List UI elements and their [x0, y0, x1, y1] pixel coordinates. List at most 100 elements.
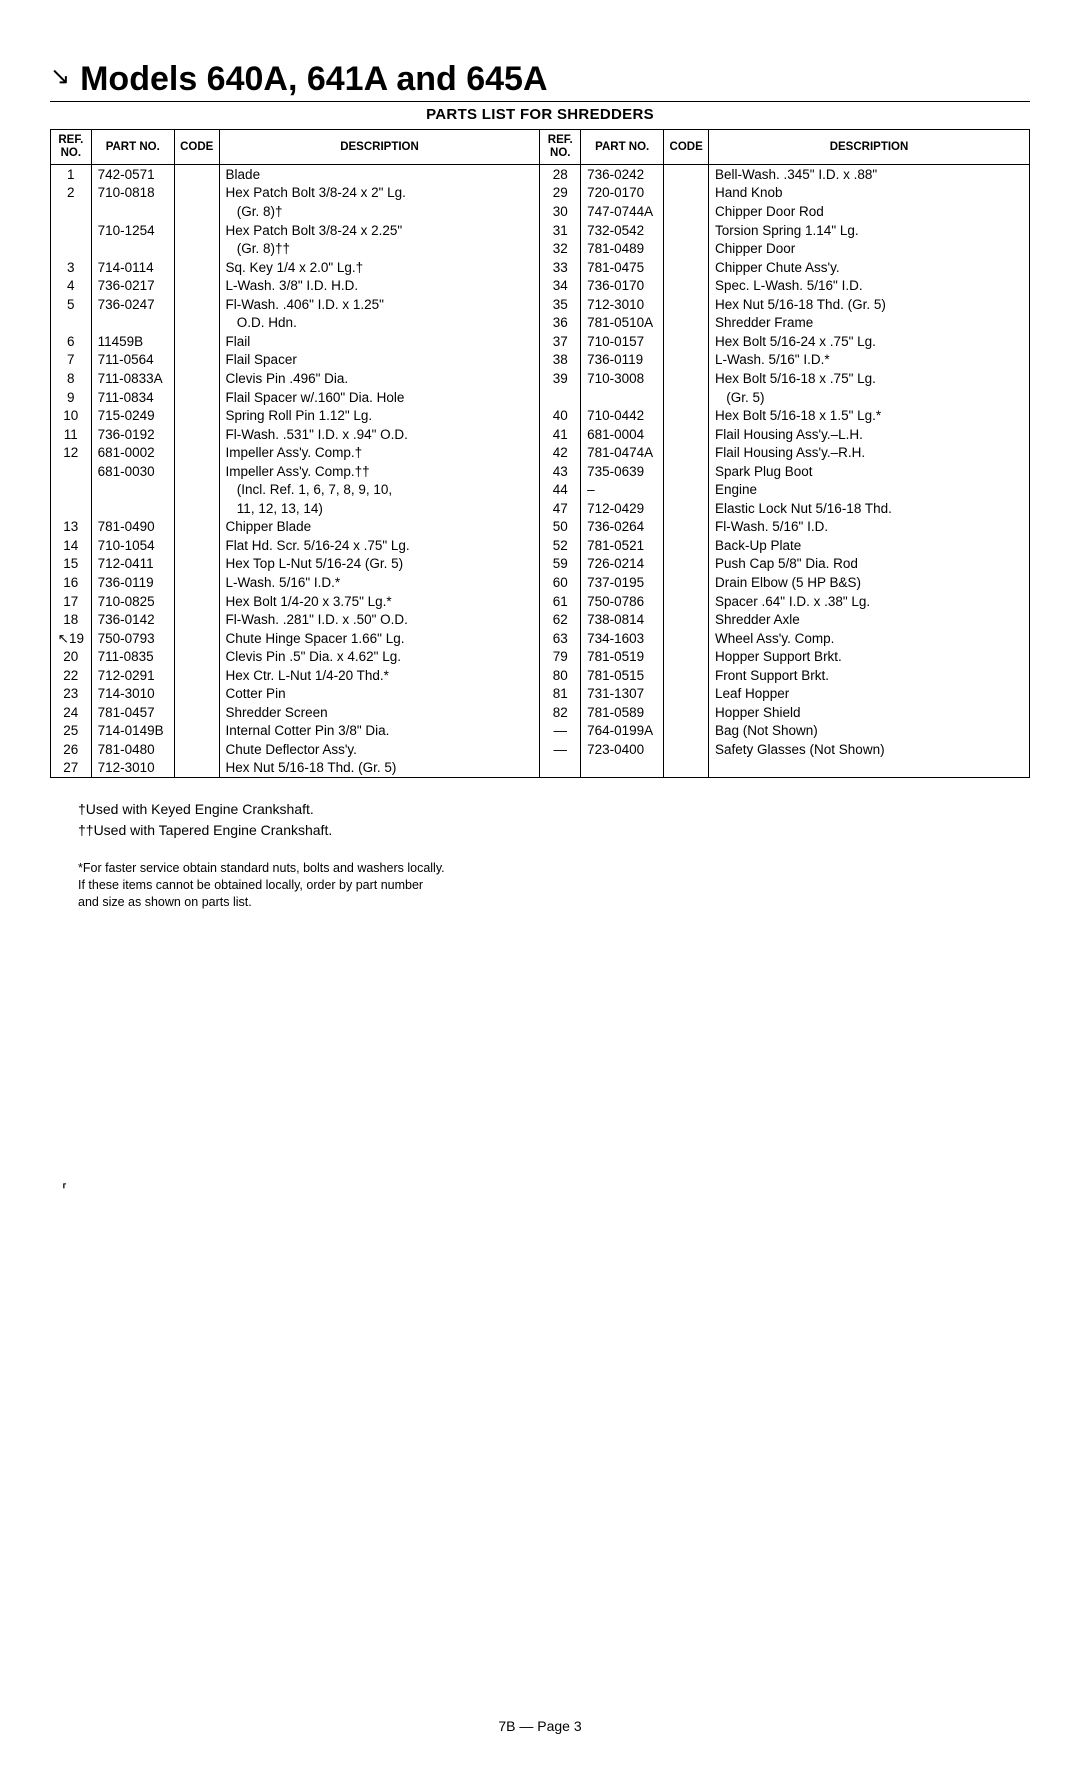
- th-part: PART NO.: [581, 130, 664, 165]
- cell-part: 711-0835: [91, 648, 174, 667]
- cell-desc: L-Wash. 3/8" I.D. H.D.: [219, 277, 540, 296]
- cell-ref: 26: [51, 740, 92, 759]
- table-row: 710-1254Hex Patch Bolt 3/8-24 x 2.25"317…: [51, 221, 1030, 240]
- cell-desc: (Gr. 8)†: [219, 203, 540, 222]
- cell-part: 781-0519: [581, 648, 664, 667]
- cell-part: 781-0521: [581, 536, 664, 555]
- cell-desc: Hex Bolt 5/16-24 x .75" Lg.: [709, 332, 1030, 351]
- cell-ref: [540, 388, 581, 407]
- cell-desc: Wheel Ass'y. Comp.: [709, 629, 1030, 648]
- cell-code: [174, 499, 219, 518]
- cell-ref: 30: [540, 203, 581, 222]
- cell-code: [664, 573, 709, 592]
- cell-part: [581, 388, 664, 407]
- cell-desc: (Gr. 5): [709, 388, 1030, 407]
- cell-ref: 11: [51, 425, 92, 444]
- cell-code: [174, 314, 219, 333]
- cell-ref: [51, 221, 92, 240]
- cell-desc: 11, 12, 13, 14): [219, 499, 540, 518]
- cell-desc: Torsion Spring 1.14" Lg.: [709, 221, 1030, 240]
- cell-code: [664, 592, 709, 611]
- cell-desc: Hopper Support Brkt.: [709, 648, 1030, 667]
- cell-code: [664, 759, 709, 778]
- cell-ref: 36: [540, 314, 581, 333]
- cell-ref: 13: [51, 518, 92, 537]
- cell-desc: Bag (Not Shown): [709, 722, 1030, 741]
- cell-desc: Hex Patch Bolt 3/8-24 x 2" Lg.: [219, 184, 540, 203]
- cell-ref: —: [540, 722, 581, 741]
- cell-part: 736-0119: [581, 351, 664, 370]
- cell-desc: Shredder Screen: [219, 703, 540, 722]
- table-row: 611459BFlail37710-0157Hex Bolt 5/16-24 x…: [51, 332, 1030, 351]
- cell-code: [174, 277, 219, 296]
- cell-code: [174, 759, 219, 778]
- table-row: ↖19750-0793Chute Hinge Spacer 1.66" Lg.6…: [51, 629, 1030, 648]
- cell-part: 781-0490: [91, 518, 174, 537]
- cell-code: [174, 258, 219, 277]
- table-row: 18736-0142Fl-Wash. .281" I.D. x .50" O.D…: [51, 611, 1030, 630]
- cell-part: 736-0217: [91, 277, 174, 296]
- cell-desc: Sq. Key 1/4 x 2.0" Lg.†: [219, 258, 540, 277]
- table-row: 11736-0192Fl-Wash. .531" I.D. x .94" O.D…: [51, 425, 1030, 444]
- cell-ref: 47: [540, 499, 581, 518]
- cell-desc: Safety Glasses (Not Shown): [709, 740, 1030, 759]
- cell-code: [174, 740, 219, 759]
- cell-part: 732-0542: [581, 221, 664, 240]
- cell-ref: 12: [51, 444, 92, 463]
- cell-desc: Hopper Shield: [709, 703, 1030, 722]
- cell-code: [664, 314, 709, 333]
- table-row: 12681-0002Impeller Ass'y. Comp.†42781-04…: [51, 444, 1030, 463]
- table-row: 26781-0480Chute Deflector Ass'y.—723-040…: [51, 740, 1030, 759]
- cell-part: 714-3010: [91, 685, 174, 704]
- cell-ref: 24: [51, 703, 92, 722]
- cell-part: 712-3010: [581, 295, 664, 314]
- cell-desc: Bell-Wash. .345" I.D. x .88": [709, 165, 1030, 184]
- table-row: 8711-0833AClevis Pin .496" Dia.39710-300…: [51, 369, 1030, 388]
- cell-ref: 22: [51, 666, 92, 685]
- cell-ref: 4: [51, 277, 92, 296]
- cell-part: 710-0818: [91, 184, 174, 203]
- th-ref: REF. NO.: [540, 130, 581, 165]
- cell-desc: Spark Plug Boot: [709, 462, 1030, 481]
- page-number: 7B — Page 3: [50, 1718, 1030, 1734]
- cell-part: 715-0249: [91, 407, 174, 426]
- cell-code: [174, 295, 219, 314]
- cell-part: 731-1307: [581, 685, 664, 704]
- cell-ref: 82: [540, 703, 581, 722]
- table-row: 22712-0291Hex Ctr. L-Nut 1/4-20 Thd.*807…: [51, 666, 1030, 685]
- table-row: 17710-0825Hex Bolt 1/4-20 x 3.75" Lg.*61…: [51, 592, 1030, 611]
- cell-ref: 59: [540, 555, 581, 574]
- cell-code: [174, 592, 219, 611]
- cell-code: [174, 703, 219, 722]
- cell-part: 681-0002: [91, 444, 174, 463]
- cell-code: [174, 369, 219, 388]
- cell-code: [664, 444, 709, 463]
- cell-desc: Impeller Ass'y. Comp.††: [219, 462, 540, 481]
- cell-ref: 17: [51, 592, 92, 611]
- cell-code: [664, 407, 709, 426]
- cell-ref: 41: [540, 425, 581, 444]
- cell-desc: Hex Patch Bolt 3/8-24 x 2.25": [219, 221, 540, 240]
- page-title: Models 640A, 641A and 645A: [80, 60, 547, 99]
- cell-code: [174, 240, 219, 259]
- cell-desc: O.D. Hdn.: [219, 314, 540, 333]
- cell-part: 723-0400: [581, 740, 664, 759]
- cell-desc: Elastic Lock Nut 5/16-18 Thd.: [709, 499, 1030, 518]
- cell-ref: 37: [540, 332, 581, 351]
- cell-part: [581, 759, 664, 778]
- cell-code: [664, 481, 709, 500]
- table-row: 5736-0247Fl-Wash. .406" I.D. x 1.25"3571…: [51, 295, 1030, 314]
- cell-desc: Engine: [709, 481, 1030, 500]
- cell-part: 764-0199A: [581, 722, 664, 741]
- cell-code: [664, 388, 709, 407]
- cell-part: 681-0030: [91, 462, 174, 481]
- cell-ref: 52: [540, 536, 581, 555]
- cell-code: [664, 499, 709, 518]
- cell-ref: 16: [51, 573, 92, 592]
- cell-part: [91, 240, 174, 259]
- cell-code: [174, 629, 219, 648]
- cell-desc: Flat Hd. Scr. 5/16-24 x .75" Lg.: [219, 536, 540, 555]
- cell-desc: Blade: [219, 165, 540, 184]
- cell-part: 712-0291: [91, 666, 174, 685]
- cell-part: 735-0639: [581, 462, 664, 481]
